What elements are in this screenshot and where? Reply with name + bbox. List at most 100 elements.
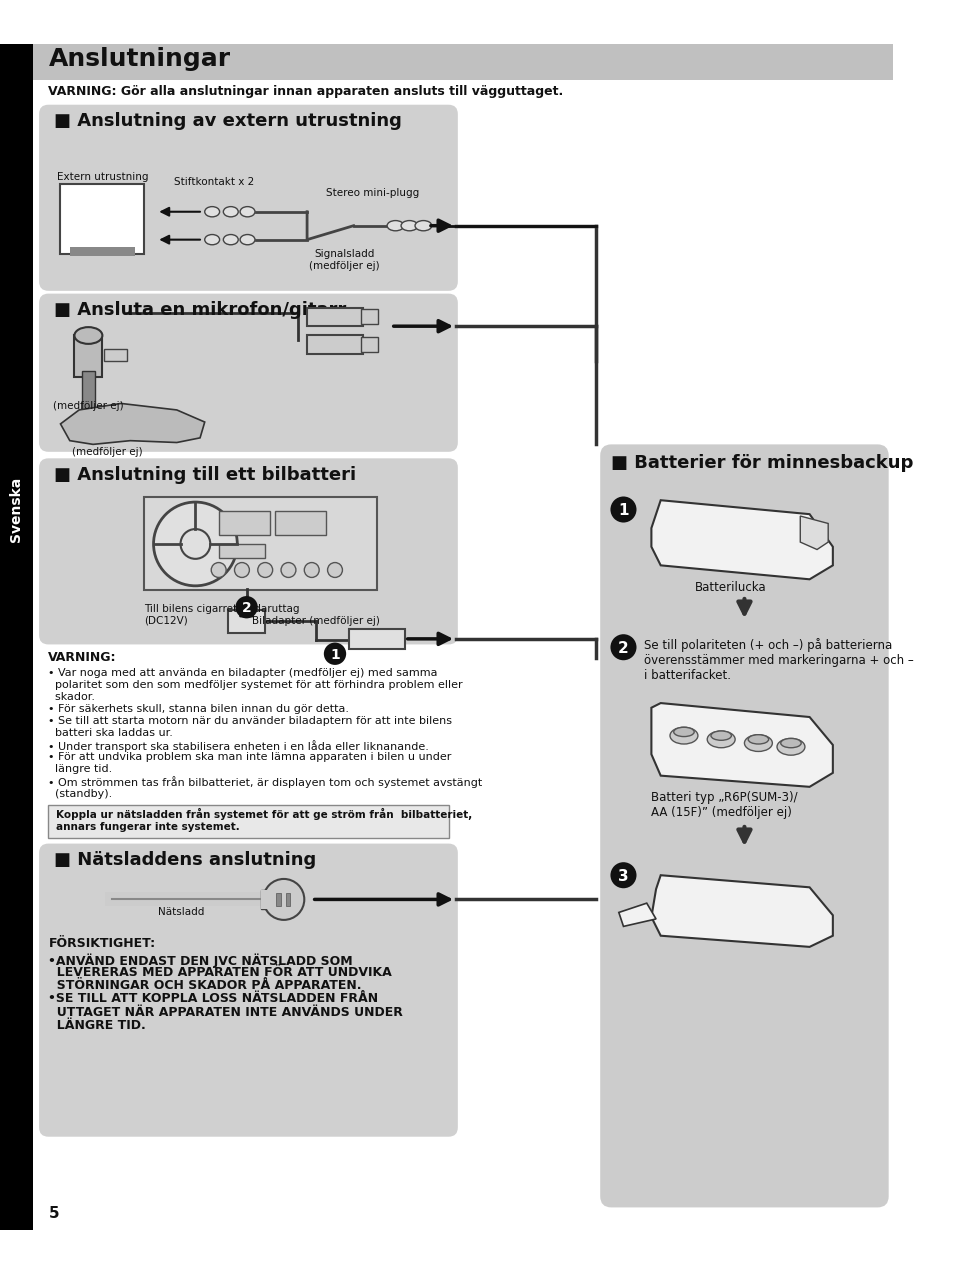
Bar bbox=[105, 349, 128, 361]
Circle shape bbox=[258, 563, 273, 577]
Ellipse shape bbox=[240, 234, 255, 245]
Text: Svenska: Svenska bbox=[9, 476, 23, 543]
Bar bbox=[307, 307, 363, 326]
Text: • Under transport ska stabilisera enheten i en låda eller liknanande.: • Under transport ska stabilisera enhete… bbox=[48, 740, 429, 752]
Bar bbox=[70, 247, 135, 256]
Ellipse shape bbox=[204, 234, 220, 245]
Bar bbox=[48, 804, 448, 838]
Bar bbox=[307, 335, 363, 354]
Text: ■ Anslutning av extern utrustning: ■ Anslutning av extern utrustning bbox=[54, 112, 402, 130]
Text: annars fungerar inte systemet.: annars fungerar inte systemet. bbox=[56, 822, 240, 832]
Bar bbox=[60, 183, 144, 254]
Bar bbox=[260, 891, 287, 908]
Text: 1: 1 bbox=[618, 503, 629, 519]
Text: ■ Nätsladdens anslutning: ■ Nätsladdens anslutning bbox=[54, 851, 316, 869]
Ellipse shape bbox=[674, 727, 694, 736]
Text: Nätsladd: Nätsladd bbox=[158, 907, 204, 917]
Text: (medföljer ej): (medföljer ej) bbox=[72, 447, 142, 457]
Text: längre tid.: längre tid. bbox=[48, 764, 112, 775]
Polygon shape bbox=[801, 516, 828, 549]
Text: • Se till att starta motorn när du använder biladaptern för att inte bilens: • Se till att starta motorn när du använ… bbox=[48, 716, 452, 726]
Text: FÖRSIKTIGHET:: FÖRSIKTIGHET: bbox=[48, 936, 156, 949]
Circle shape bbox=[611, 634, 636, 660]
Text: 3: 3 bbox=[618, 869, 629, 884]
Text: • För säkerhets skull, stanna bilen innan du gör detta.: • För säkerhets skull, stanna bilen inna… bbox=[48, 705, 349, 713]
Text: Biladapter (medföljer ej): Biladapter (medföljer ej) bbox=[252, 615, 380, 626]
Text: Signalsladd
(medföljer ej): Signalsladd (medföljer ej) bbox=[309, 248, 379, 270]
Bar bbox=[260, 891, 287, 908]
Circle shape bbox=[611, 497, 636, 522]
Circle shape bbox=[234, 563, 250, 577]
Bar bbox=[361, 310, 378, 325]
Text: UTTAGET NÄR APPARATEN INTE ANVÄNDS UNDER: UTTAGET NÄR APPARATEN INTE ANVÄNDS UNDER bbox=[48, 1005, 403, 1018]
FancyBboxPatch shape bbox=[39, 293, 458, 452]
Circle shape bbox=[154, 502, 237, 586]
Text: Extern utrustning: Extern utrustning bbox=[57, 172, 148, 182]
Circle shape bbox=[263, 879, 304, 920]
Ellipse shape bbox=[748, 735, 769, 744]
Text: • Om strömmen tas från bilbatteriet, är displayen tom och systemet avstängt: • Om strömmen tas från bilbatteriet, är … bbox=[48, 777, 483, 789]
Circle shape bbox=[304, 563, 319, 577]
Bar bbox=[348, 628, 405, 648]
Ellipse shape bbox=[708, 731, 735, 748]
FancyBboxPatch shape bbox=[600, 445, 889, 1208]
Text: Stereo mini-plugg: Stereo mini-plugg bbox=[325, 187, 419, 197]
Circle shape bbox=[327, 563, 343, 577]
Text: ■ Ansluta en mikrofon/gitarr: ■ Ansluta en mikrofon/gitarr bbox=[54, 301, 347, 318]
Text: •ANVÄND ENDAST DEN JVC NÄTSLADD SOM: •ANVÄND ENDAST DEN JVC NÄTSLADD SOM bbox=[48, 953, 353, 968]
Circle shape bbox=[211, 563, 227, 577]
Bar bbox=[228, 610, 265, 633]
Circle shape bbox=[611, 862, 636, 888]
Bar bbox=[33, 45, 894, 79]
Ellipse shape bbox=[780, 739, 802, 748]
Text: (standby).: (standby). bbox=[48, 789, 112, 799]
Ellipse shape bbox=[415, 220, 432, 231]
FancyBboxPatch shape bbox=[39, 459, 458, 645]
Ellipse shape bbox=[711, 731, 732, 740]
Text: 2: 2 bbox=[242, 601, 252, 615]
Text: Koppla ur nätsladden från systemet för att ge ström från  bilbatteriet,: Koppla ur nätsladden från systemet för a… bbox=[56, 808, 472, 820]
Circle shape bbox=[324, 642, 347, 665]
Bar bbox=[276, 893, 281, 906]
Ellipse shape bbox=[224, 206, 238, 217]
Ellipse shape bbox=[401, 220, 418, 231]
Text: LÄNGRE TID.: LÄNGRE TID. bbox=[48, 1018, 146, 1032]
Text: Batterilucka: Batterilucka bbox=[695, 581, 766, 594]
Text: 2: 2 bbox=[618, 641, 629, 656]
Text: ■ Anslutning till ett bilbatteri: ■ Anslutning till ett bilbatteri bbox=[54, 466, 356, 484]
Text: 5: 5 bbox=[48, 1205, 59, 1220]
Ellipse shape bbox=[75, 327, 103, 344]
Polygon shape bbox=[60, 404, 204, 445]
Text: VARNING: Gör alla anslutningar innan apparaten ansluts till vägguttaget.: VARNING: Gör alla anslutningar innan app… bbox=[48, 85, 564, 98]
Circle shape bbox=[235, 596, 258, 618]
Circle shape bbox=[281, 563, 296, 577]
Bar bbox=[361, 338, 378, 352]
Text: batteri ska laddas ur.: batteri ska laddas ur. bbox=[48, 729, 173, 738]
Text: Till bilens cigarrettändaruttag
(DC12V): Till bilens cigarrettändaruttag (DC12V) bbox=[144, 604, 300, 626]
Text: •SE TILL ATT KOPPLA LOSS NÄTSLADDEN FRÅN: •SE TILL ATT KOPPLA LOSS NÄTSLADDEN FRÅN bbox=[48, 992, 378, 1005]
Ellipse shape bbox=[777, 739, 804, 755]
Text: VARNING:: VARNING: bbox=[48, 651, 117, 664]
Bar bbox=[219, 544, 265, 558]
Polygon shape bbox=[652, 703, 833, 787]
Ellipse shape bbox=[744, 735, 773, 752]
Circle shape bbox=[180, 529, 210, 559]
Polygon shape bbox=[652, 875, 833, 947]
Text: skador.: skador. bbox=[48, 692, 95, 702]
Ellipse shape bbox=[204, 206, 220, 217]
Bar bbox=[286, 893, 290, 906]
Ellipse shape bbox=[670, 727, 698, 744]
Polygon shape bbox=[652, 501, 833, 580]
Text: STÖRNINGAR OCH SKADOR PÅ APPARATEN.: STÖRNINGAR OCH SKADOR PÅ APPARATEN. bbox=[48, 980, 362, 992]
Bar bbox=[144, 497, 377, 590]
Text: Batteri typ „R6P(SUM-3)/
AA (15F)” (medföljer ej): Batteri typ „R6P(SUM-3)/ AA (15F)” (medf… bbox=[652, 791, 798, 819]
FancyBboxPatch shape bbox=[39, 104, 458, 290]
Ellipse shape bbox=[387, 220, 404, 231]
Bar bbox=[219, 511, 270, 535]
Bar bbox=[275, 511, 325, 535]
Text: • För att undvika problem ska man inte lämna apparaten i bilen u under: • För att undvika problem ska man inte l… bbox=[48, 753, 452, 762]
Text: • Var noga med att använda en biladapter (medföljer ej) med samma: • Var noga med att använda en biladapter… bbox=[48, 668, 438, 678]
Text: polaritet som den som medföljer systemet för att förhindra problem eller: polaritet som den som medföljer systemet… bbox=[48, 680, 463, 689]
Text: LEVERERAS MED APPARATEN FÖR ATT UNDVIKA: LEVERERAS MED APPARATEN FÖR ATT UNDVIKA bbox=[48, 967, 392, 980]
Text: Se till polariteten (+ och –) på batterierna
överensstämmer med markeringarna + : Se till polariteten (+ och –) på batteri… bbox=[644, 638, 914, 682]
